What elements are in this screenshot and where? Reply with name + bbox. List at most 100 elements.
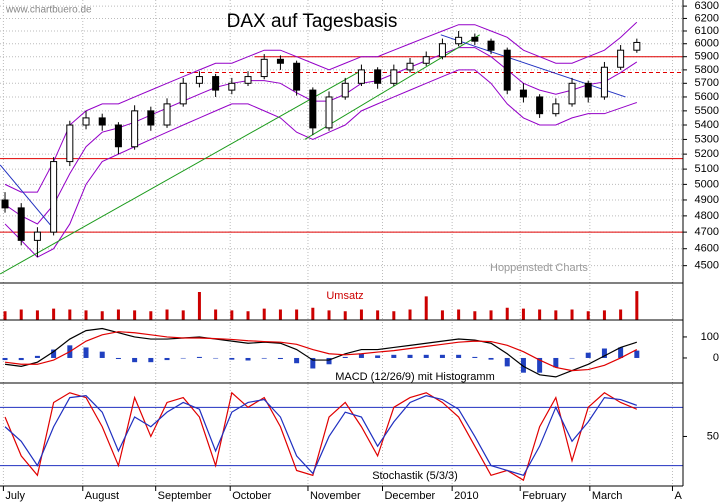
bar <box>84 310 88 320</box>
candle-body <box>244 76 252 84</box>
bar <box>197 292 201 320</box>
candle-body <box>584 82 592 98</box>
x-tick-label: November <box>310 490 361 502</box>
histogram-bar <box>504 357 510 367</box>
y-tick-label: 4500 <box>695 260 719 272</box>
bar <box>214 309 218 320</box>
series-line <box>4 327 638 378</box>
y-tick-label: 5300 <box>695 133 719 145</box>
y-tick-label: 5700 <box>695 77 719 89</box>
bar <box>278 309 282 320</box>
histogram-bar <box>553 357 559 368</box>
candle-body <box>617 49 625 68</box>
bar <box>424 296 428 320</box>
candle-body <box>487 40 495 51</box>
candle-body <box>503 49 511 91</box>
histogram-bar <box>51 349 57 358</box>
bar <box>149 311 153 320</box>
candle-body <box>212 76 220 91</box>
bar <box>343 311 347 320</box>
x-tick-label: A <box>674 490 682 502</box>
bar <box>619 309 623 320</box>
histogram-bar <box>601 348 607 358</box>
panel-title: MACD (12/26/9) mit Histogramm <box>335 371 495 383</box>
histogram-bar <box>261 357 267 359</box>
histogram-bar <box>99 351 105 358</box>
histogram-bar <box>115 357 121 360</box>
y-tick-label: 5500 <box>695 105 719 117</box>
y-tick-label: 6000 <box>695 38 719 50</box>
histogram-bar <box>310 357 316 369</box>
x-tick-label: February <box>522 490 567 502</box>
candle-body <box>82 117 90 126</box>
x-tick-label: July <box>5 490 25 502</box>
histogram-bar <box>375 355 381 358</box>
y-tick-label: 5200 <box>695 148 719 160</box>
bar <box>538 309 542 320</box>
x-tick-label: August <box>85 490 119 502</box>
candle-body <box>147 110 155 126</box>
bar <box>116 309 120 320</box>
histogram-bar <box>537 357 543 373</box>
histogram-bar <box>439 354 445 358</box>
histogram-bar <box>229 357 235 360</box>
candle-body <box>325 96 333 129</box>
histogram-bar <box>196 356 202 358</box>
y-tick-label: 4900 <box>695 194 719 206</box>
histogram-bar <box>407 354 413 358</box>
y-tick-label: 5400 <box>695 119 719 131</box>
candle-body <box>536 96 544 115</box>
y-tick-label: 4600 <box>695 243 719 255</box>
y-tick-label: 4800 <box>695 210 719 222</box>
candle-body <box>406 62 414 71</box>
y-tick-label: 5900 <box>695 51 719 63</box>
bar <box>457 309 461 320</box>
bar <box>246 311 250 320</box>
candle-body <box>17 207 25 241</box>
candle-body <box>50 161 58 233</box>
bar <box>181 310 185 320</box>
histogram-bar <box>488 357 494 360</box>
histogram-bar <box>358 353 364 358</box>
histogram-bar <box>326 357 332 365</box>
bar <box>19 309 23 320</box>
candle-body <box>293 62 301 91</box>
candle-body <box>568 82 576 105</box>
histogram-bar <box>391 354 397 358</box>
candle-body <box>552 103 560 115</box>
candle-body <box>114 124 122 148</box>
candle-body <box>455 36 463 45</box>
candle-body <box>422 56 430 64</box>
histogram-bar <box>148 357 154 363</box>
candle-body <box>228 82 236 91</box>
candle-body <box>633 41 641 51</box>
y-tick-label: 50 <box>707 430 719 442</box>
source: www.chartbuero.de <box>5 5 92 16</box>
x-tick-label: 2010 <box>454 490 478 502</box>
y-tick-label: 100 <box>701 331 719 343</box>
histogram-bar <box>294 357 300 364</box>
bollinger-band <box>4 69 637 258</box>
bar <box>68 309 72 320</box>
candle-body <box>195 76 203 84</box>
series-line <box>4 395 638 477</box>
histogram-bar <box>245 357 251 361</box>
bar <box>505 307 509 320</box>
candle-body <box>471 36 479 42</box>
candle-body <box>33 231 41 241</box>
x-tick-label: March <box>592 490 623 502</box>
series-line <box>4 391 638 482</box>
histogram-bar <box>456 354 462 358</box>
bar <box>230 310 234 320</box>
bar <box>100 311 104 320</box>
histogram-bar <box>2 357 8 361</box>
bar <box>35 310 39 320</box>
candle-body <box>309 89 317 129</box>
series-line <box>4 331 638 372</box>
bar <box>359 309 363 320</box>
bar <box>408 309 412 320</box>
histogram-bar <box>164 357 170 361</box>
histogram-bar <box>180 357 186 359</box>
x-tick-label: December <box>384 490 435 502</box>
